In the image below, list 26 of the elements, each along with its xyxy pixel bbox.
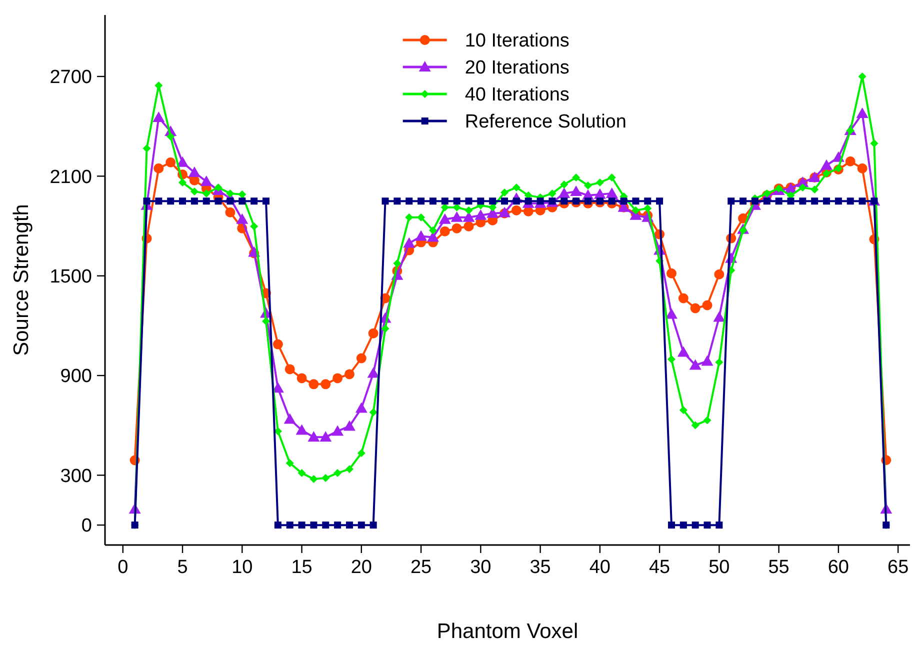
- legend-label: 40 Iterations: [464, 84, 570, 106]
- y-tick-label: 300: [60, 466, 92, 487]
- x-tick-label: 15: [291, 557, 312, 578]
- y-tick-label: 1500: [50, 266, 92, 288]
- x-tick-label: 30: [470, 557, 492, 578]
- x-axis-title: Phantom Voxel: [436, 620, 578, 643]
- x-tick-label: 10: [232, 557, 253, 578]
- y-tick-label: 900: [60, 366, 92, 388]
- legend-label: 20 Iterations: [464, 58, 570, 79]
- legend-label: 10 Iterations: [464, 30, 570, 52]
- x-tick-label: 45: [648, 557, 670, 578]
- y-tick-label: 2100: [50, 166, 92, 188]
- y-tick-label: 0: [81, 516, 92, 537]
- x-tick-label: 50: [708, 557, 730, 578]
- x-tick-label: 65: [888, 557, 909, 578]
- x-tick-label: 40: [589, 557, 610, 578]
- x-tick-label: 60: [828, 557, 850, 578]
- x-tick-label: 35: [530, 557, 551, 578]
- x-tick-label: 55: [768, 557, 790, 578]
- y-axis-title: Source Strength: [10, 204, 33, 356]
- legend-label: Reference Solution: [464, 112, 626, 133]
- x-tick-label: 25: [410, 557, 432, 578]
- x-tick-label: 20: [350, 557, 372, 578]
- x-tick-label: 5: [177, 557, 188, 578]
- x-tick-label: 0: [118, 557, 128, 578]
- y-tick-label: 2700: [50, 67, 92, 88]
